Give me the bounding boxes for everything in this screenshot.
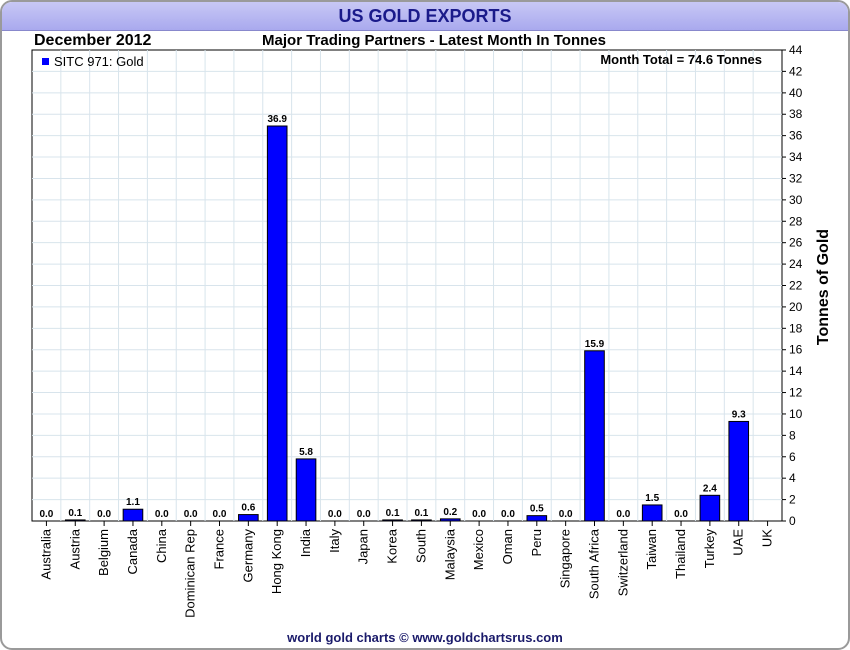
x-tick-label: Germany (240, 529, 255, 583)
x-tick-label: Canada (125, 528, 140, 574)
y-tick-label: 8 (789, 428, 796, 442)
bar-canada (122, 508, 144, 522)
x-tick-label: Singapore (558, 529, 573, 588)
data-label: 1.5 (645, 493, 659, 504)
chart-title: US GOLD EXPORTS (338, 6, 512, 26)
bar-uae (728, 420, 750, 522)
data-label: 0.1 (414, 508, 428, 519)
x-tick-label: France (212, 529, 227, 569)
data-label: 0.0 (501, 509, 515, 520)
bar-hong-kong (266, 125, 288, 522)
data-label: 0.0 (213, 509, 227, 520)
bar-korea (382, 519, 403, 522)
bar-taiwan (641, 504, 663, 522)
data-label: 5.8 (299, 447, 313, 458)
y-tick-label: 42 (789, 64, 803, 78)
data-label: 0.1 (68, 508, 82, 519)
y-tick-label: 18 (789, 321, 803, 335)
y-tick-label: 22 (789, 279, 803, 293)
data-label: 9.3 (732, 409, 746, 420)
x-tick-label: Belgium (96, 529, 111, 576)
data-label: 0.6 (241, 503, 255, 514)
x-tick-label: Switzerland (615, 529, 630, 596)
title-bar: US GOLD EXPORTS (2, 2, 848, 31)
y-tick-label: 16 (789, 343, 803, 357)
y-tick-label: 6 (789, 450, 796, 464)
data-label: 0.5 (530, 504, 544, 515)
y-tick-label: 4 (789, 471, 796, 485)
y-axis-title: Tonnes of Gold (815, 229, 832, 345)
y-tick-label: 40 (789, 86, 803, 100)
y-tick-label: 38 (789, 107, 803, 121)
y-tick-label: 26 (789, 236, 803, 250)
legend-swatch (42, 58, 49, 65)
y-tick-label: 28 (789, 214, 803, 228)
x-tick-label: China (154, 528, 169, 563)
bar-south (411, 519, 432, 522)
data-label: 1.1 (126, 497, 140, 508)
x-tick-label: Japan (356, 529, 371, 564)
data-label: 0.0 (357, 509, 371, 520)
bar-turkey (699, 494, 721, 522)
data-label: 0.2 (443, 507, 457, 518)
x-tick-label: South (413, 529, 428, 563)
x-tick-label: Thailand (673, 529, 688, 579)
x-tick-label: Austria (67, 528, 82, 569)
bar-malaysia (439, 518, 461, 522)
data-label: 0.0 (472, 509, 486, 520)
y-tick-label: 36 (789, 129, 803, 143)
chart-subtitle: Major Trading Partners - Latest Month In… (262, 32, 606, 49)
x-tick-label: India (298, 528, 313, 557)
y-tick-label: 32 (789, 171, 803, 185)
x-tick-label: Italy (327, 529, 342, 553)
data-label: 0.0 (559, 509, 573, 520)
data-label: 15.9 (585, 339, 605, 350)
x-tick-label: Peru (529, 529, 544, 556)
y-tick-label: 44 (789, 43, 803, 57)
data-label: 0.0 (97, 509, 111, 520)
x-tick-label: Korea (385, 528, 400, 563)
x-tick-label: UK (760, 529, 775, 547)
x-tick-label: Australia (38, 528, 53, 579)
bar-germany (238, 514, 259, 522)
x-tick-label: South Africa (587, 528, 602, 599)
legend-label: SITC 971: Gold (54, 54, 144, 69)
period-label: December 2012 (34, 32, 152, 49)
bar-peru (526, 515, 548, 522)
footer-credit: world gold charts © www.goldchartsrus.co… (287, 630, 563, 645)
y-tick-label: 2 (789, 493, 796, 507)
x-tick-label: Oman (500, 529, 515, 564)
y-tick-label: 34 (789, 150, 803, 164)
y-tick-label: 0 (789, 514, 796, 528)
data-label: 0.0 (184, 509, 198, 520)
data-label: 2.4 (703, 483, 717, 494)
y-tick-label: 12 (789, 386, 803, 400)
y-tick-label: 14 (789, 364, 803, 378)
bar-india (295, 458, 317, 522)
y-tick-label: 30 (789, 193, 803, 207)
x-tick-label: Malaysia (442, 528, 457, 580)
bar-south-africa (584, 350, 605, 522)
month-total-annotation: Month Total = 74.6 Tonnes (600, 52, 762, 67)
x-tick-label: Hong Kong (269, 529, 284, 594)
bar-austria (64, 519, 86, 522)
x-tick-label: Dominican Rep (183, 529, 198, 618)
data-label: 0.1 (386, 508, 400, 519)
data-label: 0.0 (39, 509, 53, 520)
y-tick-label: 10 (789, 407, 803, 421)
data-label: 0.0 (616, 509, 630, 520)
data-label: 36.9 (267, 114, 287, 125)
x-tick-label: Mexico (471, 529, 486, 570)
x-tick-label: UAE (731, 529, 746, 556)
x-tick-label: Turkey (702, 529, 717, 569)
x-tick-label: Taiwan (644, 529, 659, 569)
y-tick-label: 24 (789, 257, 803, 271)
data-label: 0.0 (328, 509, 342, 520)
data-label: 0.0 (674, 509, 688, 520)
y-tick-label: 20 (789, 300, 803, 314)
data-label: 0.0 (155, 509, 169, 520)
